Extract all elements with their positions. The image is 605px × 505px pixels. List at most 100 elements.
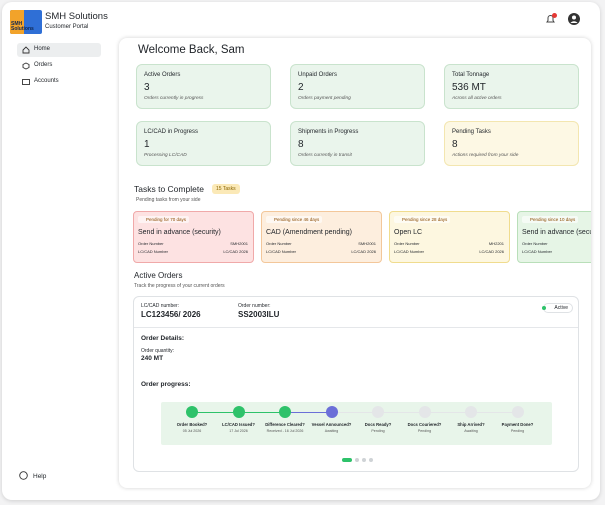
summary-card: Pending Tasks 8 Actions required from your…	[444, 121, 579, 166]
orders-icon	[22, 62, 30, 70]
step-sub: Pending	[510, 429, 525, 433]
progress-strip: Order Booked? 05 Jul 2026 LC/CAD Issued? 17…	[161, 402, 552, 445]
nav-item[interactable]: Orders	[34, 62, 53, 68]
card-title: Pending Tasks	[452, 129, 491, 135]
task-lc: LC/CAD 2026	[479, 249, 504, 254]
page-dot[interactable]	[362, 458, 366, 462]
task-card[interactable]: Pending since 28 days Open LC Order Number…	[389, 211, 510, 263]
page-dot[interactable]	[342, 458, 352, 462]
step-line	[471, 412, 518, 413]
step-sub: Awaiting	[464, 429, 478, 433]
step-circle	[511, 406, 524, 418]
step-circle	[232, 406, 245, 418]
step-circle	[372, 406, 384, 418]
step-line	[424, 412, 471, 413]
qty-label: Order quantity:	[141, 348, 175, 354]
task-title: CAD (Amendment pending)	[266, 229, 352, 236]
step-sub: 05 Jul 2026	[182, 429, 202, 433]
card-value: 3	[144, 82, 150, 93]
task-order-label: Order Number	[522, 241, 548, 246]
task-card[interactable]: Pending since 46 days CAD (Amendment pend…	[261, 211, 382, 263]
card-desc: Across all active orders	[452, 96, 502, 101]
summary-card: Active Orders 3 Orders currently in progre…	[136, 64, 271, 109]
step-label: Payment Done?	[501, 422, 534, 427]
progress-title: Order progress:	[141, 381, 191, 388]
help-link[interactable]: Help	[33, 473, 47, 480]
step-line	[378, 412, 425, 413]
task-lc-label: LC/CAD Number	[522, 249, 553, 254]
avatar-icon[interactable]	[567, 12, 581, 26]
step-circle	[418, 406, 431, 418]
card-desc: Processing LC/CAD	[144, 153, 187, 158]
task-lc: LC/CAD 2026	[351, 249, 376, 254]
task-card[interactable]: Pending for 70 days Send in advance (secu…	[133, 211, 254, 263]
order-value: SS2003ILU	[238, 310, 280, 319]
step-label: LC/CAD Issued?	[222, 422, 255, 427]
page-dot[interactable]	[355, 458, 359, 462]
task-order: MH2201	[488, 241, 504, 246]
order-label: Order number:	[238, 303, 271, 309]
task-pending: Pending since 10 days	[522, 216, 579, 223]
step-label: Order Booked?	[176, 422, 208, 427]
task-order: SMH2001	[230, 241, 248, 246]
card-value: 536 MT	[452, 82, 486, 93]
card-value: 2	[298, 82, 304, 93]
tasks-subtitle: Pending tasks from your side	[136, 197, 201, 203]
card-desc: Orders payment pending	[298, 96, 351, 101]
card-desc: Orders currently in progress	[144, 96, 204, 101]
logo-text: SMH Solutions	[11, 21, 34, 32]
card-title: Active Orders	[144, 72, 181, 78]
accounts-icon	[22, 79, 30, 85]
card-title: Unpaid Orders	[298, 72, 338, 78]
step-label: Difference Cleared?	[265, 422, 305, 427]
card-value: 1	[144, 139, 150, 150]
logo: SMH Solutions	[10, 10, 42, 34]
task-order-label: Order Number	[138, 241, 164, 246]
page-dot[interactable]	[369, 458, 373, 462]
status-badge: Active	[543, 303, 573, 313]
qty-value: 240 MT	[141, 355, 164, 362]
task-order: SMH2001	[358, 241, 376, 246]
step-line	[192, 412, 239, 413]
card-value: 8	[452, 139, 458, 150]
step-circle	[186, 406, 198, 418]
task-pending: Pending since 28 days	[394, 216, 451, 223]
step-circle	[279, 406, 291, 418]
card-title: LC/CAD in Progress	[144, 129, 199, 135]
status-dot	[542, 306, 546, 310]
step-label: Docs Ready?	[364, 422, 392, 427]
card-title: Total Tonnage	[452, 72, 490, 78]
card-desc: Orders currently in transit	[298, 153, 352, 158]
step-sub: Pending	[417, 429, 432, 433]
summary-card: LC/CAD in Progress 1 Processing LC/CAD	[136, 121, 271, 166]
order-card: LC/CAD number: LC123456/ 2026 Order number…	[133, 296, 579, 472]
bell-icon[interactable]	[544, 12, 558, 26]
details-title: Order Details:	[141, 335, 184, 342]
step-line	[238, 412, 285, 413]
summary-card: Total Tonnage 536 MT Across all active ord…	[444, 64, 579, 109]
help-icon	[19, 471, 28, 480]
task-lc: LC/CAD 2026	[223, 249, 248, 254]
nav-active-bg	[17, 43, 101, 57]
step-sub: Received - 16 Jul 2026	[266, 429, 304, 433]
task-lc-label: LC/CAD Number	[266, 249, 297, 254]
task-lc-label: LC/CAD Number	[394, 249, 425, 254]
step-sub: Awaiting	[324, 429, 339, 433]
orders-subtitle: Track the progress of your current order…	[134, 283, 225, 289]
tasks-title: Tasks to Complete	[134, 184, 204, 194]
step-label: Ship Arrived?	[457, 422, 485, 427]
nav-item[interactable]: Home	[34, 46, 51, 52]
nav-item[interactable]: Accounts	[34, 78, 59, 84]
lc-label: LC/CAD number:	[141, 303, 180, 309]
summary-card: Unpaid Orders 2 Orders payment pending	[290, 64, 425, 109]
tasks-badge: 15 Tasks	[212, 184, 240, 194]
divider	[134, 327, 578, 328]
lc-value: LC123456/ 2026	[141, 310, 201, 319]
task-order-label: Order Number	[394, 241, 420, 246]
home-icon	[22, 46, 30, 54]
task-card[interactable]: Pending since 10 days Send in advance (se…	[517, 211, 591, 263]
card-title: Shipments in Progress	[298, 129, 359, 135]
welcome-title: Welcome Back, Sam	[138, 44, 245, 56]
task-title: Open LC	[394, 229, 423, 236]
